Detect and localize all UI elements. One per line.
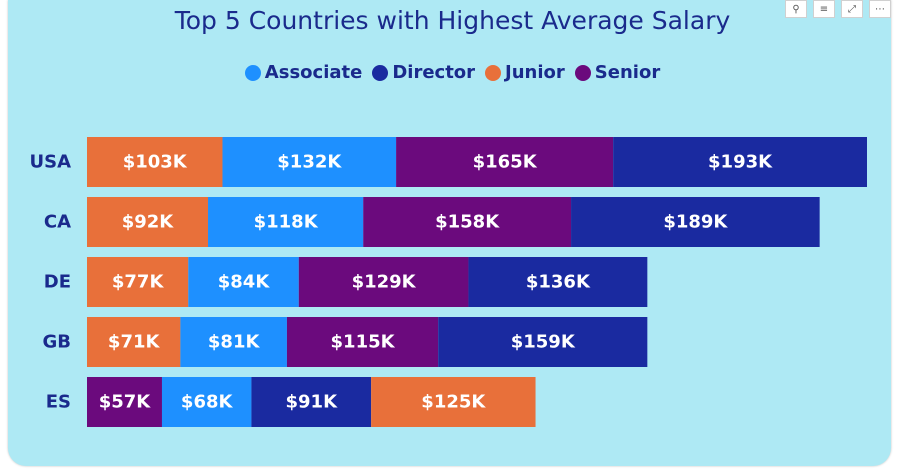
legend-label-senior: Senior bbox=[594, 62, 661, 83]
category-label: GB bbox=[43, 332, 72, 353]
legend-swatch-senior bbox=[574, 64, 591, 81]
data-label: $125K bbox=[421, 392, 486, 413]
bar-segment-senior[interactable] bbox=[396, 137, 614, 187]
category-label: CA bbox=[44, 212, 71, 233]
legend-label-associate: Associate bbox=[264, 62, 363, 83]
legend-swatch-associate bbox=[244, 64, 261, 81]
data-label: $136K bbox=[526, 272, 591, 293]
filter-icon[interactable]: ≡ bbox=[813, 0, 835, 18]
data-label: $92K bbox=[122, 212, 175, 233]
data-label: $81K bbox=[208, 332, 261, 353]
category-label: DE bbox=[44, 272, 71, 293]
legend-swatch-junior bbox=[485, 64, 502, 81]
bar-segment-junior[interactable] bbox=[87, 257, 189, 307]
bar-segment-associate[interactable] bbox=[180, 317, 287, 367]
focus-mode-icon[interactable]: ⤢ bbox=[841, 0, 863, 18]
bar-segment-director[interactable] bbox=[571, 197, 820, 247]
legend-item-associate[interactable]: Associate bbox=[244, 62, 363, 83]
legend-label-junior: Junior bbox=[505, 62, 565, 83]
bar-segment-associate[interactable] bbox=[161, 377, 252, 427]
legend-item-senior[interactable]: Senior bbox=[574, 62, 661, 83]
chart-legend: Associate Director Junior Senior bbox=[0, 62, 905, 83]
bar-segment-junior[interactable] bbox=[87, 197, 209, 247]
bar-segment-senior[interactable] bbox=[298, 257, 469, 307]
data-label: $103K bbox=[123, 152, 188, 173]
data-label: $159K bbox=[511, 332, 576, 353]
legend-item-director[interactable]: Director bbox=[372, 62, 475, 83]
bar-segment-senior[interactable] bbox=[363, 197, 572, 247]
data-label: $193K bbox=[708, 152, 773, 173]
bar-segment-junior[interactable] bbox=[87, 317, 181, 367]
data-label: $77K bbox=[112, 272, 165, 293]
category-label: USA bbox=[29, 152, 71, 173]
bar-segment-senior[interactable] bbox=[286, 317, 439, 367]
more-options-icon[interactable]: ⋯ bbox=[869, 0, 891, 18]
bar-segment-senior[interactable] bbox=[87, 377, 162, 427]
legend-label-director: Director bbox=[392, 62, 476, 83]
data-label: $115K bbox=[331, 332, 396, 353]
bar-segment-director[interactable] bbox=[251, 377, 372, 427]
bar-segment-associate[interactable] bbox=[208, 197, 364, 247]
bar-segment-associate[interactable] bbox=[188, 257, 299, 307]
bar-segment-junior[interactable] bbox=[371, 377, 536, 427]
data-label: $84K bbox=[218, 272, 271, 293]
bar-segment-director[interactable] bbox=[613, 137, 867, 187]
data-label: $71K bbox=[108, 332, 161, 353]
bar-segment-director[interactable] bbox=[438, 317, 648, 367]
legend-item-junior[interactable]: Junior bbox=[485, 62, 565, 83]
category-label: ES bbox=[46, 392, 71, 413]
data-label: $91K bbox=[286, 392, 339, 413]
data-label: $165K bbox=[473, 152, 538, 173]
data-label: $158K bbox=[435, 212, 500, 233]
bar-segment-associate[interactable] bbox=[222, 137, 397, 187]
data-label: $68K bbox=[181, 392, 234, 413]
data-label: $132K bbox=[277, 152, 342, 173]
legend-swatch-director bbox=[372, 64, 389, 81]
bar-segment-junior[interactable] bbox=[87, 137, 223, 187]
chart-title: Top 5 Countries with Highest Average Sal… bbox=[174, 6, 731, 35]
data-label: $129K bbox=[352, 272, 417, 293]
visual-header: ⚲ ≡ ⤢ ⋯ bbox=[785, 0, 891, 18]
bar-segment-director[interactable] bbox=[468, 257, 648, 307]
data-label: $57K bbox=[99, 392, 152, 413]
data-label: $118K bbox=[254, 212, 319, 233]
data-label: $189K bbox=[663, 212, 728, 233]
pin-icon[interactable]: ⚲ bbox=[785, 0, 807, 18]
